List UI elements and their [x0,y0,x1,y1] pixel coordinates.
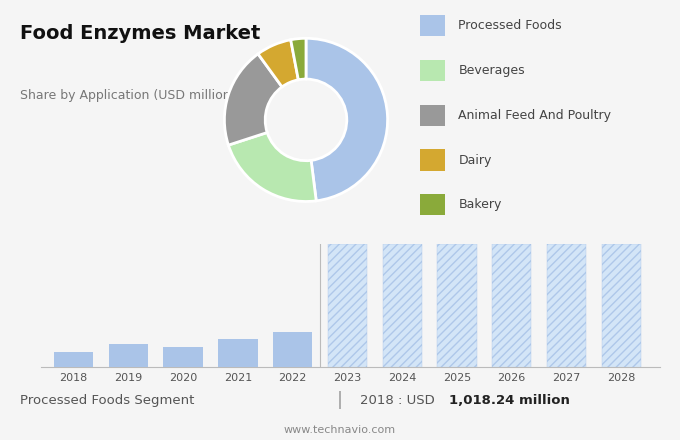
FancyBboxPatch shape [420,60,445,81]
Bar [273,332,312,440]
Bar [383,244,422,440]
FancyBboxPatch shape [420,194,445,216]
Bar [547,244,586,440]
Wedge shape [228,132,316,202]
Text: Food Enzymes Market: Food Enzymes Market [20,23,260,43]
Text: 2018 : USD: 2018 : USD [360,394,439,407]
Wedge shape [258,40,299,87]
Text: 1,018.24 million: 1,018.24 million [449,394,570,407]
Bar [328,244,367,440]
Text: Processed Foods Segment: Processed Foods Segment [20,394,194,407]
Bar [163,347,203,440]
Wedge shape [306,38,388,201]
Text: Dairy: Dairy [458,154,492,167]
Bar [437,244,477,440]
FancyBboxPatch shape [420,105,445,126]
FancyBboxPatch shape [420,150,445,171]
Text: Beverages: Beverages [458,64,525,77]
Wedge shape [291,38,306,80]
Bar [109,344,148,440]
Text: Share by Application (USD million): Share by Application (USD million) [20,89,236,103]
Text: Bakery: Bakery [458,198,502,211]
Text: Animal Feed And Poultry: Animal Feed And Poultry [458,109,611,122]
Wedge shape [224,54,282,145]
Bar [492,244,532,440]
Bar [602,244,641,440]
FancyBboxPatch shape [420,15,445,37]
Text: |: | [337,392,343,410]
Text: Processed Foods: Processed Foods [458,19,562,33]
Bar [218,339,258,440]
Bar [54,352,93,440]
Text: www.technavio.com: www.technavio.com [284,425,396,436]
